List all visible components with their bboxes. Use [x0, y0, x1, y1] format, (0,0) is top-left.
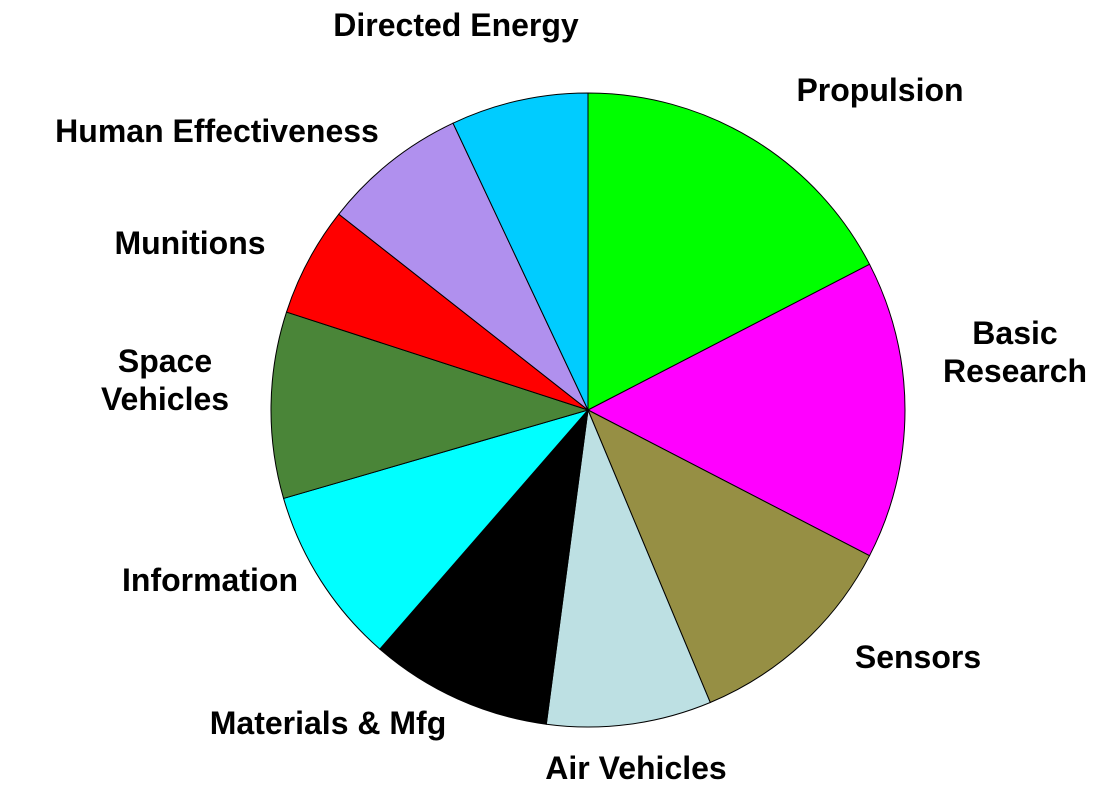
slice-label: Materials & Mfg: [209, 705, 447, 741]
pie-slice: [338, 122, 589, 411]
slice-label: Human Effectiveness: [55, 113, 379, 149]
pie-slice: [545, 408, 711, 728]
pie-slice: [587, 408, 871, 704]
pie-slice: [270, 311, 590, 500]
slice-label: Information: [122, 562, 298, 598]
slice-label: Propulsion: [796, 72, 964, 108]
pie-slice: [452, 92, 589, 411]
slice-label: Basic Research: [942, 315, 1088, 389]
pie-slice: [587, 92, 871, 411]
slice-label: Directed Energy: [333, 7, 579, 43]
slice-label: Air Vehicles: [545, 750, 727, 785]
pie-slice: [379, 408, 589, 725]
slice-label: Munitions: [114, 225, 266, 261]
pie-slice: [586, 263, 906, 557]
pie-slice: [282, 409, 590, 650]
slice-label: Space Vehicles: [100, 343, 230, 417]
slice-label: Sensors: [854, 639, 982, 675]
